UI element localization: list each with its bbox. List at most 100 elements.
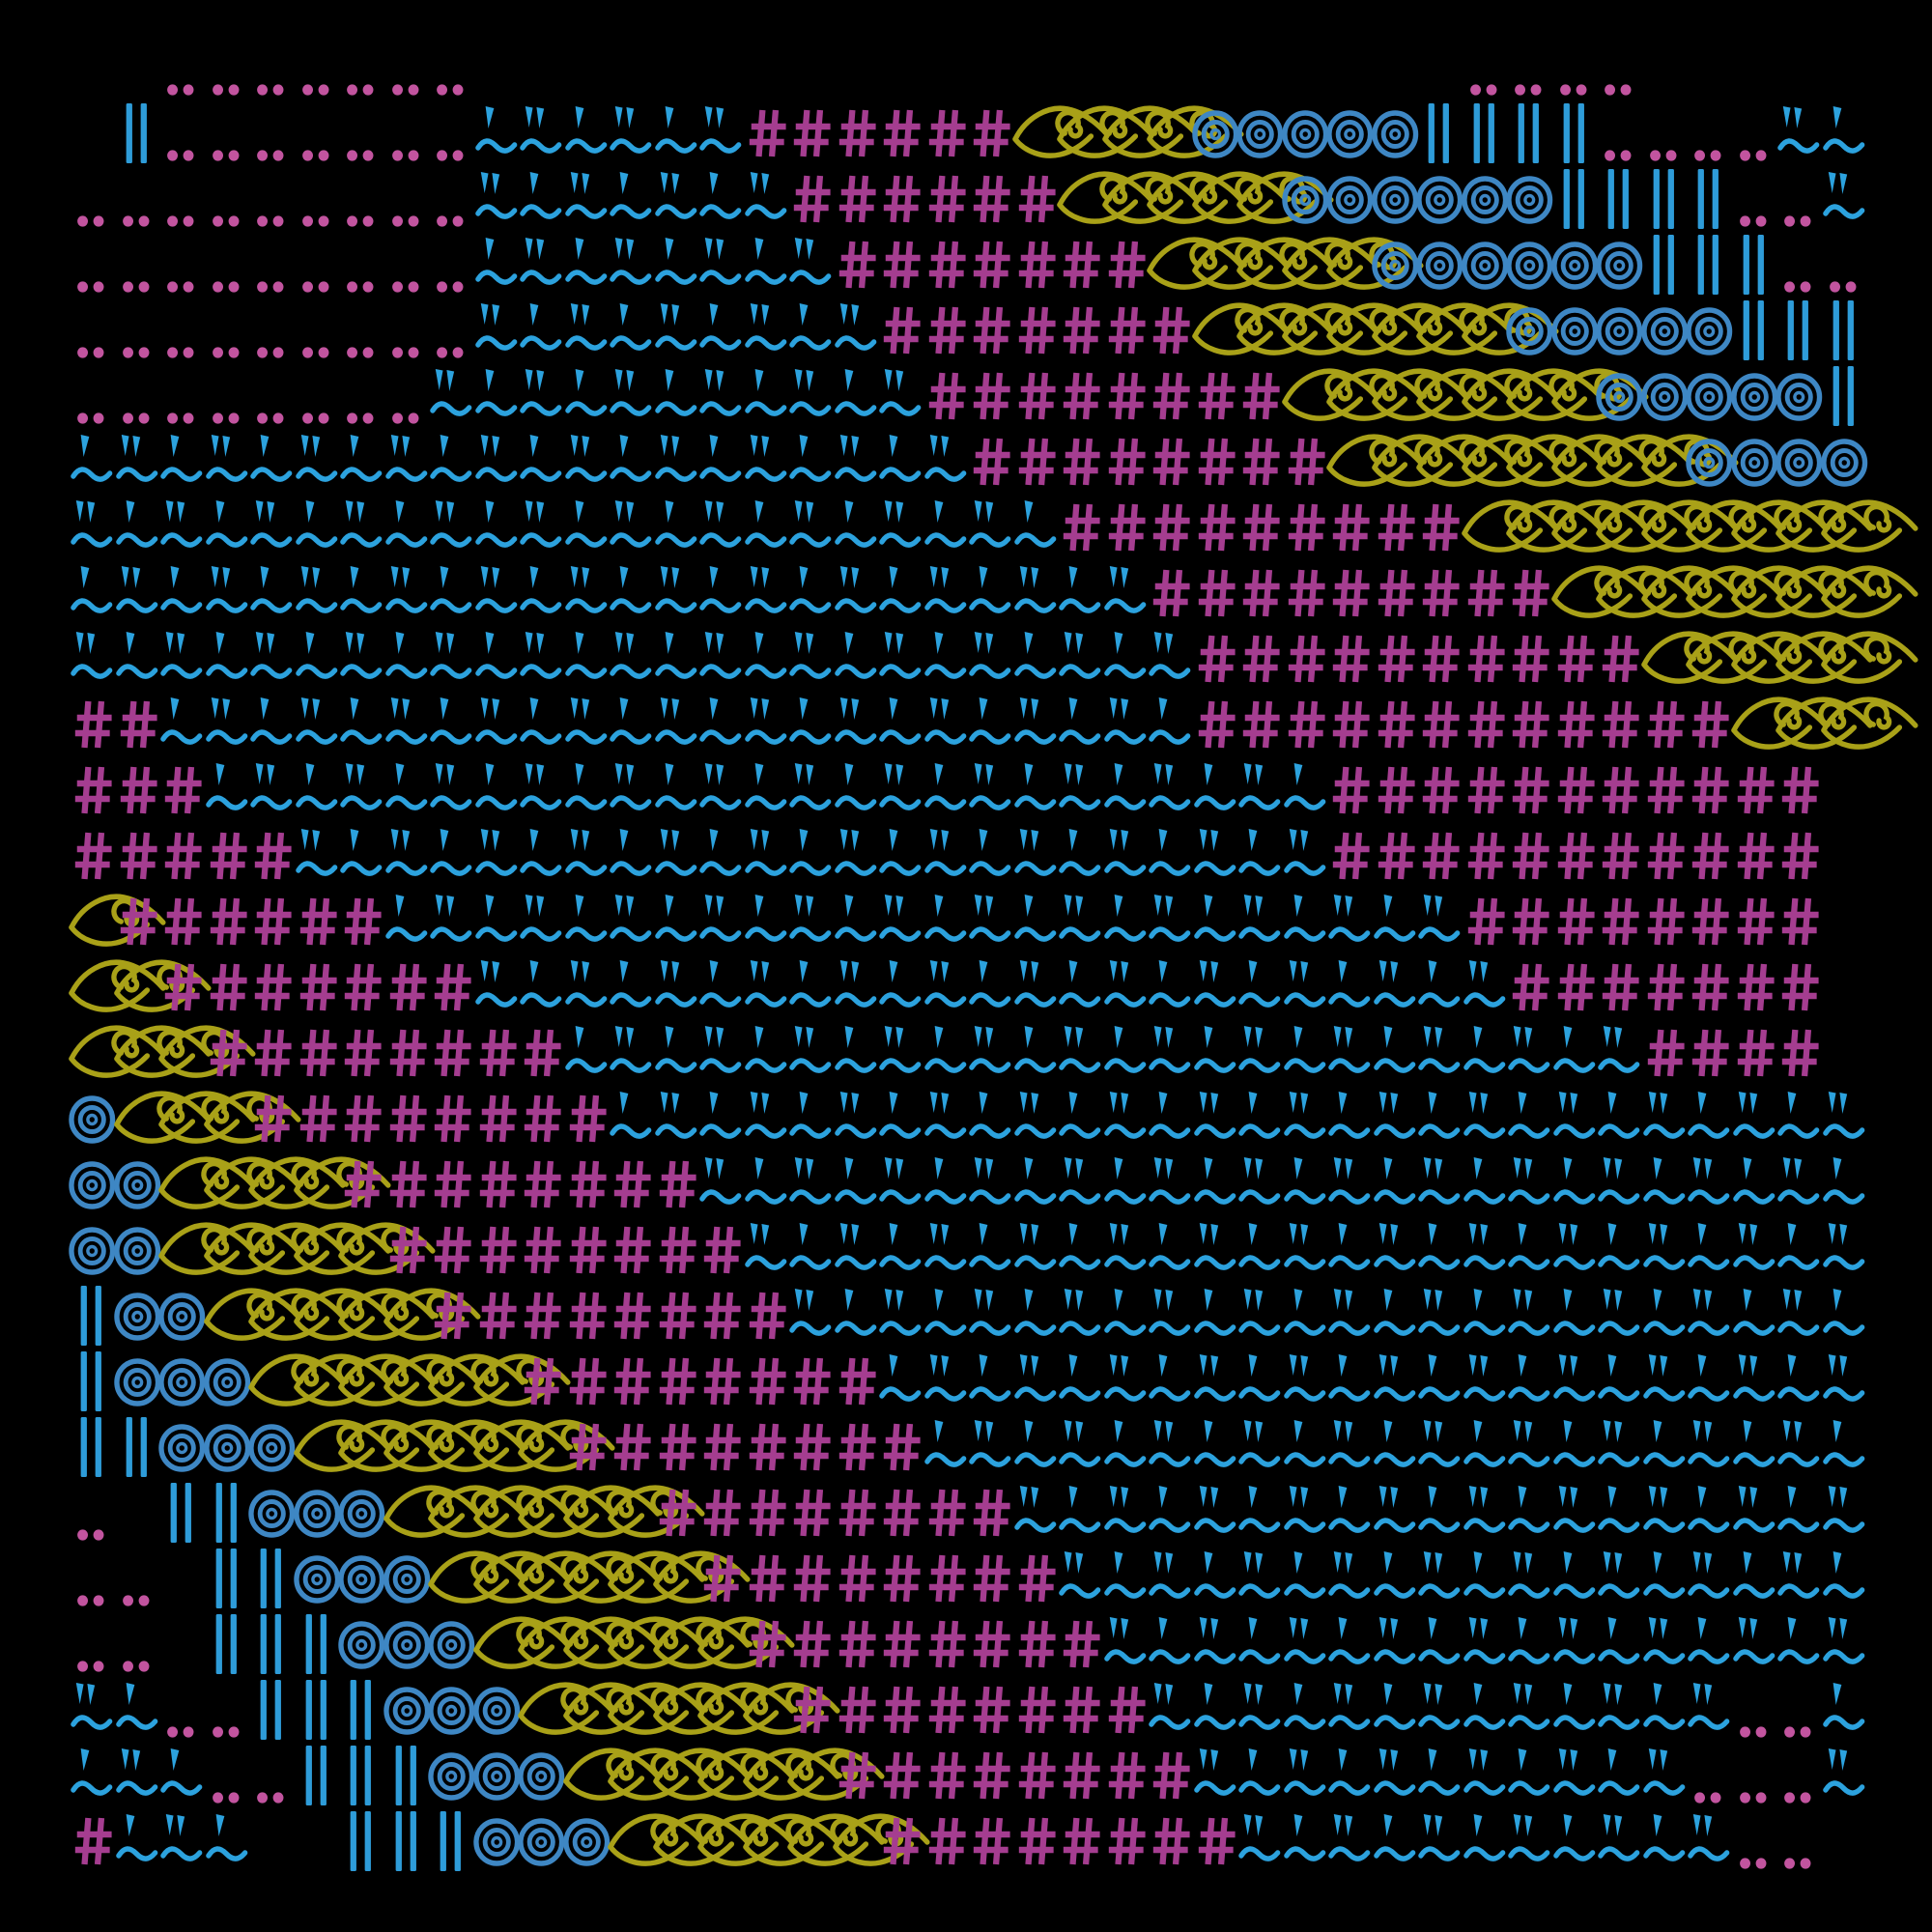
dot-pair-glyph — [212, 1726, 239, 1738]
double-bar-glyph — [126, 1417, 147, 1477]
hash-glyph — [115, 757, 160, 823]
wave-tick-single-glyph — [1327, 1086, 1373, 1151]
eye-glyph — [1597, 560, 1642, 626]
wave-tick-double-glyph — [1148, 1151, 1193, 1217]
hash-glyph — [968, 166, 1013, 232]
hash-glyph — [159, 889, 205, 954]
wave-tick-double-glyph — [1327, 1151, 1373, 1217]
double-bar-glyph — [1833, 300, 1854, 360]
hash-glyph — [1013, 363, 1059, 429]
hash-glyph — [295, 1020, 340, 1086]
wave-tick-single-glyph — [654, 232, 699, 298]
wave-tick-single-glyph — [923, 1283, 969, 1349]
eye-glyph — [1058, 100, 1103, 166]
double-bar-glyph — [1428, 103, 1449, 163]
dot-pair-glyph — [212, 150, 239, 161]
hash-glyph — [1597, 889, 1642, 954]
dot-pair-glyph — [122, 281, 149, 293]
target-rings-glyph — [1732, 429, 1777, 495]
hash-glyph — [1642, 1020, 1688, 1086]
wave-tick-double-glyph — [249, 495, 295, 560]
wave-tick-double-glyph — [1103, 692, 1149, 757]
wave-tick-single-glyph — [878, 692, 923, 757]
hash-glyph — [1417, 823, 1463, 889]
hash-glyph — [744, 100, 789, 166]
wave-tick-double-glyph — [878, 1020, 923, 1086]
eye-glyph — [429, 1546, 474, 1611]
wave-tick-double-glyph — [115, 429, 160, 495]
hash-glyph — [1732, 889, 1777, 954]
eye-glyph — [295, 1283, 340, 1349]
hash-glyph — [1732, 954, 1777, 1020]
wave-tick-single-glyph — [474, 495, 520, 560]
dot-pair-glyph — [1829, 281, 1856, 293]
wave-tick-single-glyph — [698, 166, 744, 232]
wave-tick-single-glyph — [249, 692, 295, 757]
wave-tick-double-glyph — [923, 429, 969, 495]
eye-glyph — [474, 1546, 520, 1611]
wave-tick-single-glyph — [1237, 1480, 1283, 1546]
wave-tick-double-glyph — [1507, 1414, 1552, 1480]
wave-tick-single-glyph — [654, 757, 699, 823]
double-bar-glyph — [1787, 300, 1808, 360]
eye-glyph — [70, 954, 115, 1020]
wave-tick-double-glyph — [1013, 954, 1059, 1020]
hash-glyph — [1552, 954, 1598, 1020]
dot-pair-glyph — [77, 1595, 104, 1606]
eye-glyph — [1597, 429, 1642, 495]
eye-glyph — [519, 1546, 564, 1611]
wave-tick-single-glyph — [1463, 1020, 1508, 1086]
wave-tick-single-glyph — [1687, 1349, 1732, 1414]
eye-glyph — [654, 1546, 699, 1611]
eye-glyph — [788, 1743, 834, 1808]
wave-tick-double-glyph — [1373, 954, 1418, 1020]
hash-glyph — [968, 1546, 1013, 1611]
hash-glyph — [698, 1217, 744, 1283]
wave-tick-double-glyph — [878, 1283, 923, 1349]
hash-glyph — [1776, 1020, 1822, 1086]
wave-tick-double-glyph — [1103, 1480, 1149, 1546]
eye-glyph — [744, 1677, 789, 1743]
wave-tick-double-glyph — [564, 429, 610, 495]
wave-tick-single-glyph — [698, 298, 744, 363]
wave-tick-single-glyph — [968, 823, 1013, 889]
wave-tick-double-glyph — [1148, 1414, 1193, 1480]
wave-tick-single-glyph — [384, 889, 430, 954]
wave-tick-single-glyph — [1776, 1611, 1822, 1677]
wave-tick-double-glyph — [1642, 1743, 1688, 1808]
wave-tick-double-glyph — [295, 560, 340, 626]
target-rings-glyph — [1822, 429, 1867, 495]
wave-tick-single-glyph — [1776, 1217, 1822, 1283]
hash-glyph — [1058, 298, 1103, 363]
hash-glyph — [1507, 757, 1552, 823]
hash-glyph — [1058, 1677, 1103, 1743]
wave-tick-single-glyph — [1732, 1283, 1777, 1349]
wave-tick-double-glyph — [1552, 1480, 1598, 1546]
wave-tick-double-glyph — [1776, 1546, 1822, 1611]
wave-tick-double-glyph — [519, 363, 564, 429]
hash-glyph — [923, 1480, 969, 1546]
hash-glyph — [878, 1677, 923, 1743]
target-rings-glyph — [1373, 100, 1418, 166]
hash-glyph — [1732, 757, 1777, 823]
wave-tick-single-glyph — [1552, 1283, 1598, 1349]
wave-tick-double-glyph — [834, 823, 879, 889]
wave-tick-double-glyph — [474, 823, 520, 889]
wave-tick-single-glyph — [1058, 823, 1103, 889]
wave-tick-double-glyph — [834, 429, 879, 495]
hash-glyph — [519, 1349, 564, 1414]
wave-tick-double-glyph — [968, 757, 1013, 823]
double-bar-glyph — [215, 1483, 237, 1543]
wave-tick-single-glyph — [923, 626, 969, 692]
wave-tick-single-glyph — [1597, 1349, 1642, 1414]
hash-glyph — [1597, 954, 1642, 1020]
wave-tick-single-glyph — [744, 495, 789, 560]
hash-glyph — [1327, 692, 1373, 757]
hash-glyph — [968, 1808, 1013, 1874]
target-rings-glyph — [1373, 232, 1418, 298]
wave-tick-double-glyph — [744, 823, 789, 889]
wave-tick-single-glyph — [698, 1086, 744, 1151]
wave-tick-single-glyph — [564, 757, 610, 823]
wave-tick-double-glyph — [1058, 757, 1103, 823]
eye-glyph — [1283, 298, 1328, 363]
